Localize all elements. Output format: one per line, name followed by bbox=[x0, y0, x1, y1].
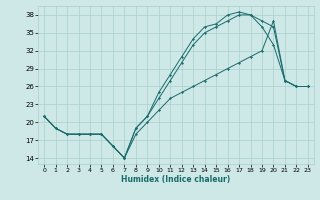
X-axis label: Humidex (Indice chaleur): Humidex (Indice chaleur) bbox=[121, 175, 231, 184]
